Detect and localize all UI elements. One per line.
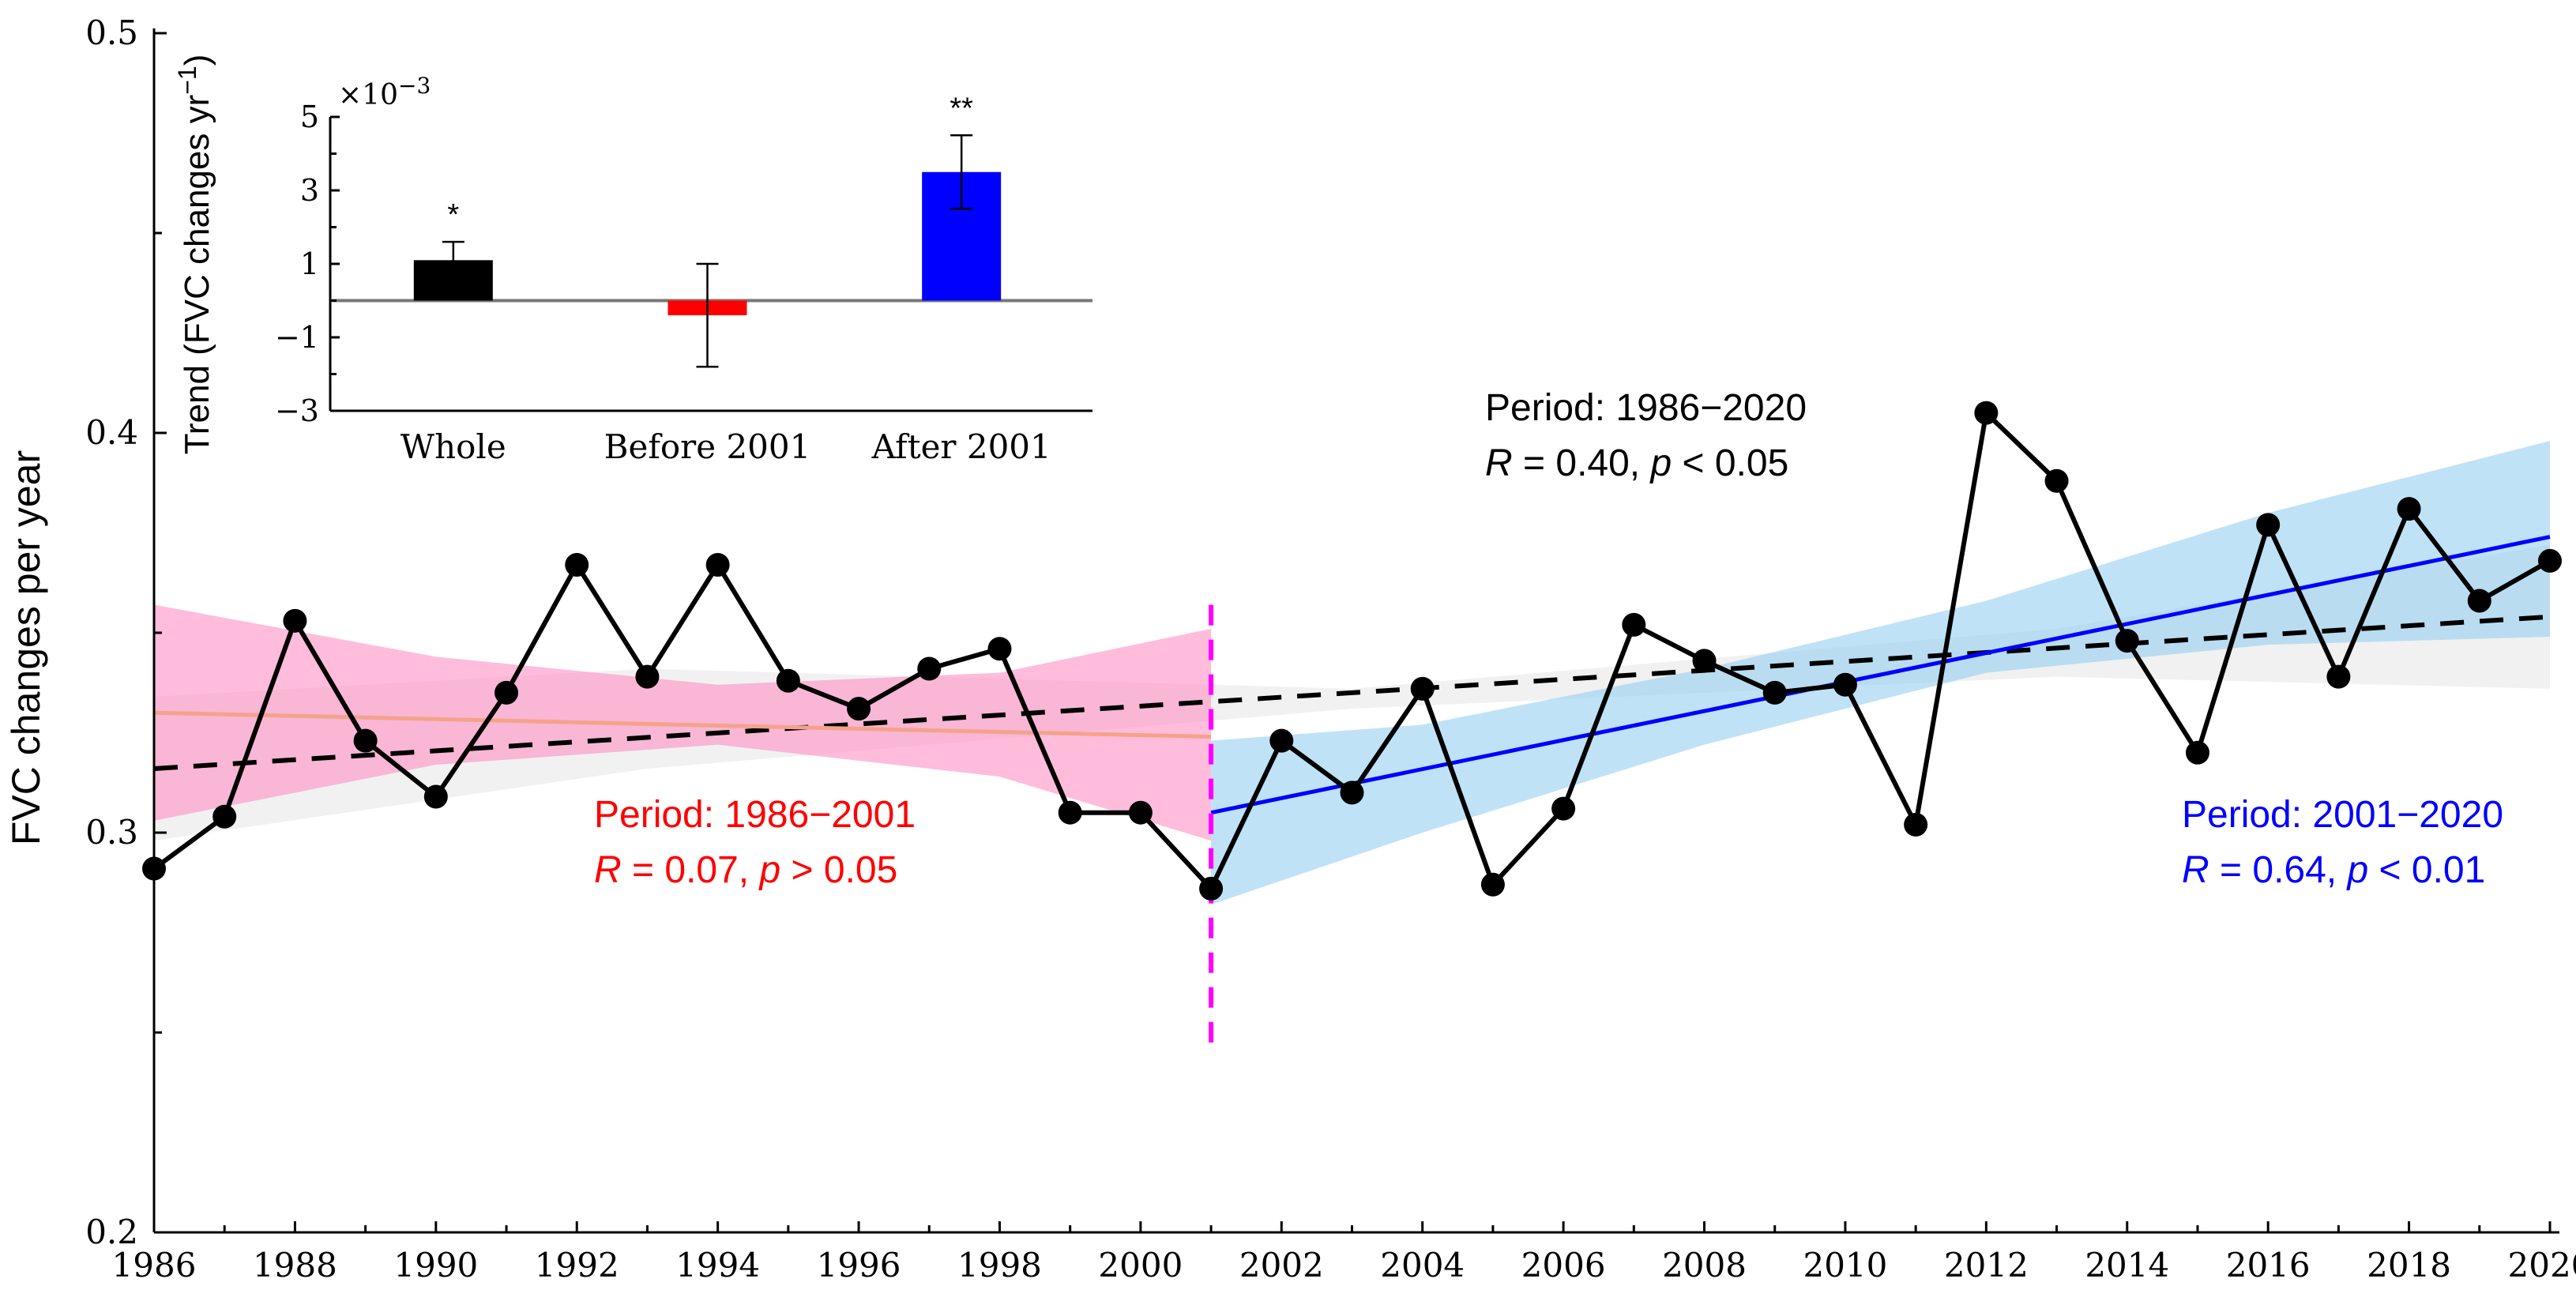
annotation-stats-0: R = 0.40, p < 0.05 [1485,442,1788,484]
trend-inset: 5 3 1 −1 −3 ×10−3 Trend (FVC changes yr−1) * Who… [173,55,1092,466]
data-point-2006 [1551,796,1576,821]
data-point-2008 [1692,649,1717,673]
y-axis-label: FVC changes per year [4,450,48,845]
x-tick-label: 2018 [2367,1246,2451,1285]
x-tick-label: 2016 [2226,1246,2311,1285]
data-point-1996 [847,697,871,721]
inset-y-tick-label: 5 [300,100,319,134]
data-point-2020 [2538,548,2562,573]
x-tick-label: 1996 [817,1246,901,1285]
x-tick-label: 1994 [675,1246,760,1285]
x-tick-label: 2020 [2508,1246,2576,1285]
data-point-1990 [423,784,448,809]
inset-category-label: Whole [401,427,506,466]
y-tick-label: 0.3 [85,813,138,852]
inset-y-tick-label: 3 [300,173,319,208]
trend-line-0 [153,614,2551,772]
y-tick-label: 0.2 [85,1213,138,1251]
data-point-2016 [2256,513,2281,537]
data-point-2015 [2185,740,2209,765]
data-point-1994 [705,552,730,577]
inset-y-tick-label: −1 [275,320,319,355]
x-tick-label: 1988 [253,1246,337,1285]
inset-y-tick-label: −3 [275,393,319,428]
data-point-1998 [987,637,1012,661]
period-annotations: Period: 1986−2020 R = 0.40, p < 0.05 Perio… [594,387,2503,891]
x-tick-label: 1986 [112,1246,197,1285]
main-axes: 0.2 0.3 0.4 0.5 1986 1988 1990 1992 1994 1996 1998… [85,13,2576,1285]
annotation-title-1: Period: 1986−2001 [594,794,916,836]
x-tick-label: 1992 [535,1246,619,1285]
data-point-2014 [2115,629,2139,653]
significance-label: * [447,198,459,231]
x-tick-label: 2000 [1098,1246,1183,1285]
inset-multiplier: ×10−3 [338,73,431,111]
trend-line-2 [1210,535,2551,815]
data-point-2007 [1622,612,1646,637]
annotation-stats-2: R = 0.64, p < 0.01 [2182,849,2485,891]
x-tick-label: 1990 [393,1246,478,1285]
data-point-1987 [212,804,237,829]
data-point-2002 [1269,728,1294,753]
x-tick-label: 1998 [957,1246,1042,1285]
annotation-title-2: Period: 2001−2020 [2182,794,2503,836]
annotation-title-0: Period: 1986−2020 [1485,387,1807,429]
confidence-band-1 [154,604,1212,841]
data-point-2011 [1904,812,1928,837]
inset-y-axis-label: Trend (FVC changes yr−1) [173,55,216,455]
data-point-2019 [2467,589,2491,613]
x-tick-label: 2006 [1521,1246,1606,1285]
data-point-1995 [776,668,800,693]
data-point-1991 [495,680,519,705]
y-tick-label: 0.5 [85,13,138,52]
data-point-1999 [1058,800,1082,825]
data-point-1992 [565,552,589,577]
x-tick-label: 2004 [1380,1246,1465,1285]
data-point-2001 [1199,876,1224,901]
x-tick-label: 2002 [1239,1246,1324,1285]
data-point-2005 [1480,872,1505,897]
x-tick-label: 2014 [2085,1246,2169,1285]
data-point-2004 [1410,676,1435,701]
data-point-2012 [1974,401,1999,425]
data-point-1989 [353,728,378,753]
inset-y-tick-label: 1 [300,246,319,281]
data-point-2003 [1340,781,1364,805]
data-point-1997 [917,656,942,681]
data-point-2000 [1128,800,1153,825]
y-tick-label: 0.4 [85,413,138,452]
data-point-2013 [2044,468,2069,493]
data-point-1993 [635,664,660,689]
significance-label: ** [950,92,973,125]
data-point-2010 [1833,672,1857,697]
fvc-series [142,401,2562,901]
inset-category-label: After 2001 [871,427,1051,466]
x-tick-label: 2010 [1803,1246,1887,1285]
data-point-2018 [2397,497,2421,521]
annotation-stats-1: R = 0.07, p > 0.05 [594,849,897,891]
data-point-2009 [1762,680,1787,705]
x-tick-label: 2012 [1944,1246,2029,1285]
inset-category-label: Before 2001 [604,427,811,466]
x-tick-label: 2008 [1662,1246,1747,1285]
data-point-2017 [2326,664,2351,689]
data-point-1988 [283,608,307,633]
